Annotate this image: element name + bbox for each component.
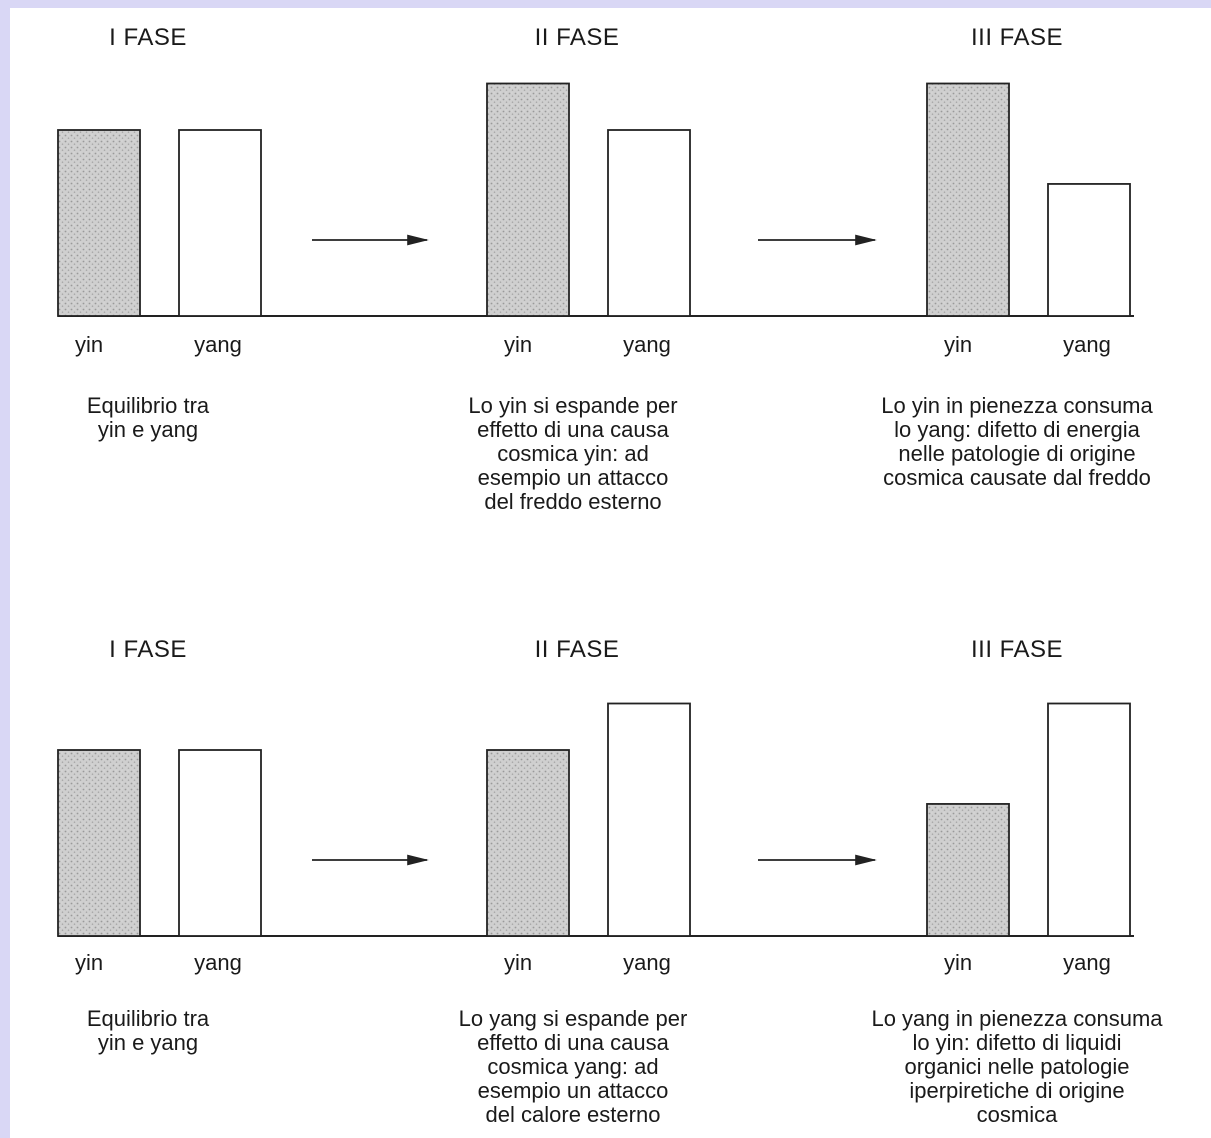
phase-title: I FASE bbox=[109, 636, 187, 663]
yang-bar bbox=[178, 129, 262, 317]
yang-label: yang bbox=[1063, 332, 1111, 357]
yang-label: yang bbox=[1063, 950, 1111, 975]
yin-label: yin bbox=[943, 332, 973, 357]
phase-caption: Lo yin in pienezza consuma lo yang: dife… bbox=[881, 393, 1153, 490]
phase-title: III FASE bbox=[970, 636, 1064, 663]
yang-label: yang bbox=[194, 950, 242, 975]
diagram-page: I FASE yin yang Equilibrio tra yin e yang II… bbox=[10, 8, 1211, 1138]
yang-bar bbox=[1047, 702, 1131, 937]
phase-caption: Equilibrio tra yin e yang bbox=[86, 393, 210, 442]
phase-caption: Lo yang in pienezza consuma lo yin: dife… bbox=[871, 1006, 1163, 1127]
yin-bar bbox=[926, 82, 1010, 317]
phase-caption: Equilibrio tra yin e yang bbox=[86, 1006, 210, 1055]
yin-label: yin bbox=[943, 950, 973, 975]
phase-title: II FASE bbox=[534, 24, 620, 51]
yin-bar bbox=[57, 749, 141, 937]
yin-bar bbox=[926, 803, 1010, 937]
yin-label: yin bbox=[74, 950, 104, 975]
yin-bar bbox=[486, 82, 570, 317]
yang-label: yang bbox=[194, 332, 242, 357]
yin-label: yin bbox=[503, 950, 533, 975]
yin-bar bbox=[486, 749, 570, 937]
yang-bar bbox=[178, 749, 262, 937]
yang-label: yang bbox=[623, 950, 671, 975]
phase-caption: Lo yin si espande per effetto di una cau… bbox=[468, 393, 678, 514]
phase-title: I FASE bbox=[109, 24, 187, 51]
yin-bar bbox=[57, 129, 141, 317]
phase-title: II FASE bbox=[534, 636, 620, 663]
phase-caption: Lo yang si espande per effetto di una ca… bbox=[458, 1006, 688, 1127]
phase-title: III FASE bbox=[970, 24, 1064, 51]
yang-bar bbox=[607, 702, 691, 937]
yang-bar bbox=[607, 129, 691, 317]
yin-yang-phase-diagram bbox=[57, 82, 1134, 937]
yang-bar bbox=[1047, 183, 1131, 317]
yang-label: yang bbox=[623, 332, 671, 357]
yin-label: yin bbox=[74, 332, 104, 357]
yin-label: yin bbox=[503, 332, 533, 357]
